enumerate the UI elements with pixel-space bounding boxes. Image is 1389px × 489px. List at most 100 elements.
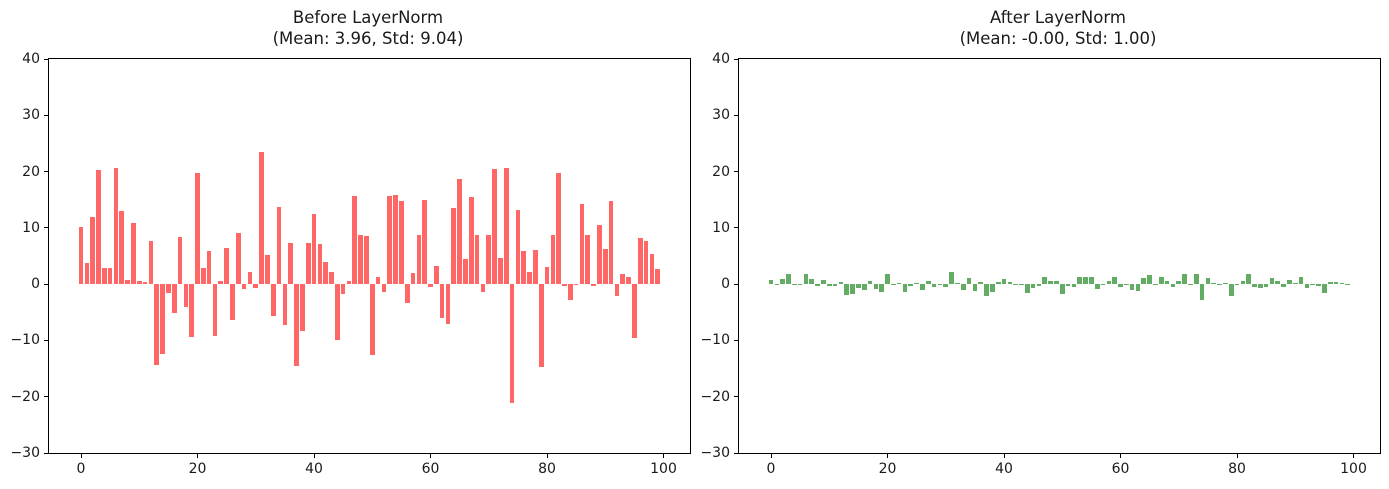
bar	[943, 284, 949, 288]
bar	[602, 249, 608, 285]
bar	[1118, 284, 1123, 287]
bar	[1100, 284, 1106, 286]
y-tick-mark	[44, 339, 48, 341]
y-tick-mark	[734, 114, 738, 116]
bar	[1205, 278, 1211, 285]
bar	[463, 259, 468, 285]
bar	[515, 209, 521, 285]
bar	[966, 278, 972, 285]
bar	[1036, 284, 1042, 287]
bar	[591, 284, 596, 286]
bar	[422, 200, 427, 285]
bar	[1223, 282, 1228, 285]
y-tick-label: −10	[700, 332, 730, 349]
bar	[925, 280, 931, 285]
y-tick-mark	[734, 396, 738, 398]
bar	[1263, 284, 1269, 287]
bar	[1298, 277, 1304, 285]
bar	[305, 243, 311, 285]
bar	[815, 284, 820, 287]
bar	[480, 284, 486, 292]
bar	[276, 207, 282, 285]
x-tick-label: 80	[1228, 461, 1246, 477]
bar	[381, 284, 387, 292]
bar	[200, 267, 206, 285]
bar	[579, 204, 585, 285]
bar	[856, 284, 861, 288]
y-tick-label: 40	[712, 51, 730, 67]
bar	[154, 284, 160, 365]
bar	[340, 284, 346, 295]
y-tick-mark	[44, 58, 48, 60]
bar	[632, 284, 637, 339]
bar	[1019, 284, 1024, 286]
x-tick-label: 20	[188, 461, 207, 477]
bar	[780, 279, 785, 285]
bar	[177, 236, 183, 285]
bar	[538, 284, 544, 368]
bar	[160, 284, 165, 354]
bar	[902, 284, 908, 293]
x-tick-mark	[887, 454, 888, 458]
bar	[1333, 281, 1339, 285]
bar	[387, 195, 393, 285]
bar	[358, 234, 363, 285]
bar	[1071, 284, 1077, 288]
bar	[428, 284, 433, 287]
bar	[439, 284, 445, 318]
bar	[643, 240, 649, 285]
bar	[1310, 284, 1316, 286]
chart-title-block: After LayerNorm (Mean: -0.00, Std: 1.00)	[960, 7, 1157, 49]
bar	[235, 233, 241, 285]
y-tick-label: −30	[700, 445, 730, 461]
bar	[1048, 281, 1053, 285]
y-tick-label: −20	[10, 388, 40, 405]
bar	[1129, 284, 1135, 291]
bar	[972, 284, 978, 292]
y-tick-label: −30	[10, 445, 40, 461]
bar	[1147, 275, 1152, 285]
x-tick-mark	[770, 454, 772, 458]
bar	[960, 284, 966, 291]
x-tick-label: 60	[1111, 461, 1130, 477]
x-tick-mark	[1353, 454, 1354, 458]
bar	[1059, 284, 1065, 295]
chart-title: After LayerNorm	[990, 8, 1126, 27]
bar	[1316, 284, 1321, 286]
bar	[1234, 284, 1240, 285]
bar	[107, 267, 113, 285]
bar	[637, 237, 643, 285]
bar	[369, 284, 375, 356]
bar	[1211, 282, 1217, 285]
bar	[1176, 281, 1182, 285]
bar	[282, 284, 288, 325]
y-tick-mark	[734, 339, 738, 341]
y-tick-label: −10	[10, 332, 40, 349]
chart-subtitle: (Mean: 3.96, Std: 9.04)	[272, 29, 464, 49]
bar	[84, 263, 90, 285]
bar	[166, 284, 171, 293]
bar	[404, 284, 410, 303]
bar	[1217, 284, 1222, 286]
bar	[253, 284, 259, 289]
x-tick-mark	[1120, 454, 1121, 458]
bar	[230, 284, 235, 320]
bar	[1322, 284, 1327, 293]
bar	[393, 195, 398, 285]
bar	[183, 284, 189, 307]
x-tick-label: 0	[76, 461, 86, 477]
bar	[879, 284, 884, 293]
bar	[1030, 284, 1036, 288]
bar	[1077, 276, 1083, 285]
bar	[270, 284, 276, 317]
bar	[984, 284, 989, 296]
bar	[533, 249, 538, 285]
bar	[113, 167, 119, 285]
y-tick-mark	[44, 452, 48, 454]
bar	[1304, 284, 1310, 288]
bar	[457, 179, 462, 285]
bar	[241, 284, 247, 289]
y-tick-mark	[44, 396, 48, 398]
x-tick-mark	[430, 454, 431, 458]
